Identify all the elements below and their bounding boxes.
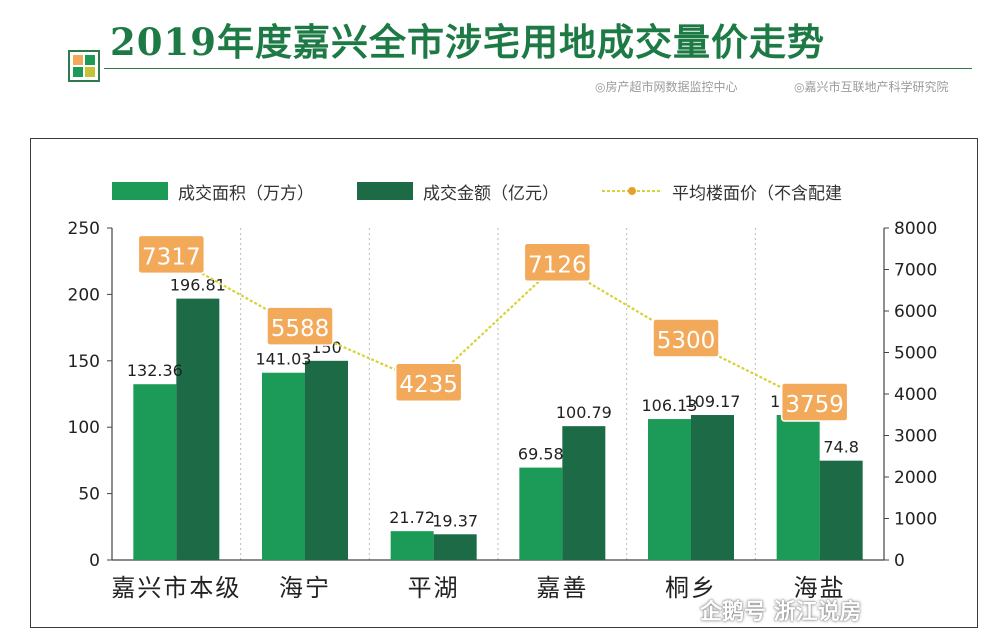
watermark: 企鹅号 浙江说房 [700, 600, 862, 625]
bar-amount [819, 460, 863, 560]
bar-area [648, 419, 691, 560]
legend-swatch-amount [357, 182, 413, 200]
y-left-tick-label: 200 [68, 285, 100, 305]
bar-amount [305, 360, 348, 560]
price-label-box [523, 242, 592, 283]
bar-area [519, 467, 563, 560]
y-right-tick-label: 5000 [894, 344, 937, 364]
bar-amount [433, 534, 477, 560]
y-left-tick-label: 150 [68, 352, 100, 372]
legend-label-area: 成交面积（万方） [178, 183, 314, 204]
legend-label-amount: 成交金额（亿元） [423, 183, 559, 204]
price-label-box [137, 234, 206, 275]
title-rule [104, 68, 972, 69]
y-right-tick-label: 3000 [894, 427, 937, 447]
y-left-tick-label: 100 [68, 418, 100, 438]
y-right-tick-label: 1000 [894, 510, 937, 530]
legend-item-price: 平均楼面价（不含配建 [602, 180, 842, 204]
price-label-box [780, 382, 849, 422]
bar-area-label: 141.03 [256, 350, 312, 369]
category-label: 嘉善 [536, 574, 588, 602]
source-note-1: ◎房产超市网数据监控中心 [595, 80, 738, 94]
category-label: 海宁 [279, 574, 331, 602]
legend-swatch-area [112, 182, 168, 200]
y-left-tick-label: 250 [68, 219, 100, 239]
bar-amount-label: 109.17 [685, 392, 741, 411]
bar-area [390, 531, 434, 560]
source-note-2: ◎嘉兴市互联地产科学研究院 [794, 80, 949, 94]
y-right-tick-label: 8000 [894, 219, 937, 239]
category-label: 平湖 [408, 574, 460, 602]
bar-area [262, 372, 305, 560]
category-label: 桐乡 [665, 574, 717, 602]
price-label-box [652, 318, 720, 358]
price-label: 7126 [528, 252, 587, 278]
legend-swatch-price [602, 187, 662, 195]
y-left-tick-label: 50 [78, 485, 100, 505]
price-label: 7317 [142, 244, 201, 270]
bar-amount-label: 196.81 [170, 276, 226, 295]
bar-area-label: 132.36 [127, 361, 183, 380]
chart-title: 2019年度嘉兴全市涉宅用地成交量价走势 [110, 20, 825, 64]
y-right-tick-label: 2000 [894, 468, 937, 488]
price-label-box [266, 306, 334, 346]
price-label-box [394, 362, 463, 402]
category-label: 嘉兴市本级 [111, 574, 241, 602]
bar-area-label: 106.13 [642, 396, 698, 415]
logo-icon [68, 50, 100, 82]
legend-label-price: 平均楼面价（不含配建 [672, 183, 842, 204]
legend-item-amount: 成交金额（亿元） [357, 180, 559, 204]
y-right-tick-label: 7000 [894, 261, 937, 281]
y-right-tick-label: 0 [894, 551, 905, 571]
bar-area-label: 69.58 [518, 445, 564, 464]
chart-frame [30, 138, 978, 628]
bar-area [133, 384, 177, 560]
legend-item-area: 成交面积（万方） [112, 180, 314, 204]
bar-amount [562, 426, 606, 560]
bar-amount-label: 100.79 [556, 403, 612, 422]
category-label: 海盐 [794, 574, 846, 602]
y-left-tick-label: 0 [89, 551, 100, 571]
price-label: 5588 [271, 316, 330, 342]
bar-area [776, 415, 820, 560]
price-label: 5300 [657, 328, 716, 354]
bar-amount [176, 298, 220, 560]
bar-area-label: 21.72 [389, 508, 435, 527]
bar-amount-label: 74.8 [823, 438, 859, 457]
price-label: 3759 [785, 392, 844, 418]
bar-amount [691, 415, 734, 560]
price-label: 4235 [399, 372, 458, 398]
y-right-tick-label: 6000 [894, 302, 937, 322]
y-right-tick-label: 4000 [894, 385, 937, 405]
bar-amount-label: 19.37 [432, 511, 478, 530]
